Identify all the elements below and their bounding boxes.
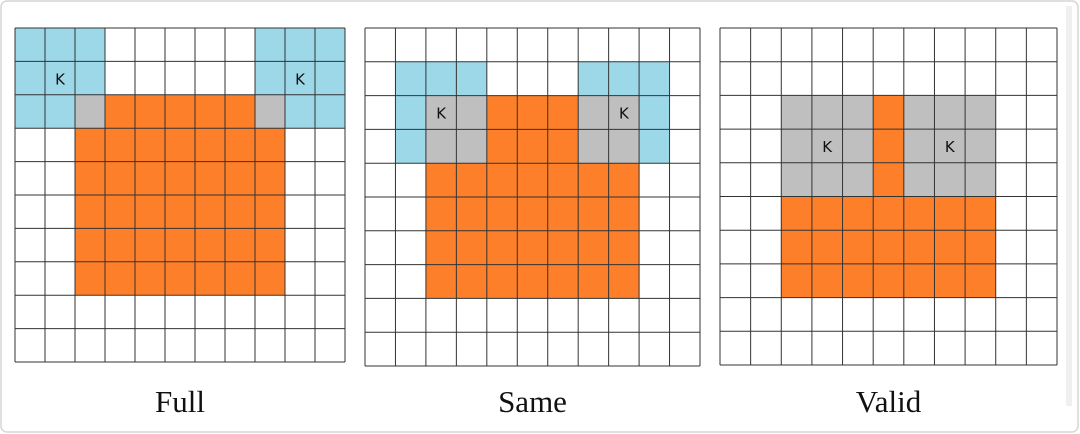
kernel-overlap <box>255 94 285 129</box>
kernel-label: K <box>55 70 66 88</box>
kernel-label: K <box>945 138 956 156</box>
kernel-overlap <box>75 94 105 129</box>
kernel-label: K <box>436 105 447 123</box>
edge-shade <box>1066 6 1072 406</box>
kernel-label: K <box>619 105 630 123</box>
panel-caption: Same <box>498 384 567 419</box>
kernel-label: K <box>295 70 306 88</box>
panel-caption: Valid <box>856 384 922 419</box>
panel-caption: Full <box>155 384 205 419</box>
kernel-label: K <box>822 138 833 156</box>
kernel-overlap <box>903 95 996 197</box>
kernel-overlap <box>781 95 874 197</box>
